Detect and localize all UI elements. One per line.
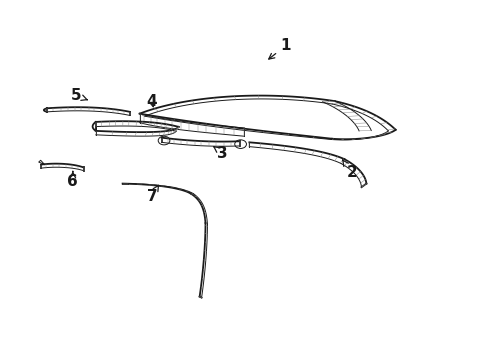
Text: 6: 6 bbox=[67, 171, 78, 189]
Text: 3: 3 bbox=[213, 145, 227, 161]
Text: 2: 2 bbox=[342, 160, 356, 180]
Text: 7: 7 bbox=[146, 185, 158, 204]
Text: 1: 1 bbox=[268, 38, 290, 59]
Text: 4: 4 bbox=[146, 94, 157, 109]
Text: 5: 5 bbox=[71, 88, 87, 103]
